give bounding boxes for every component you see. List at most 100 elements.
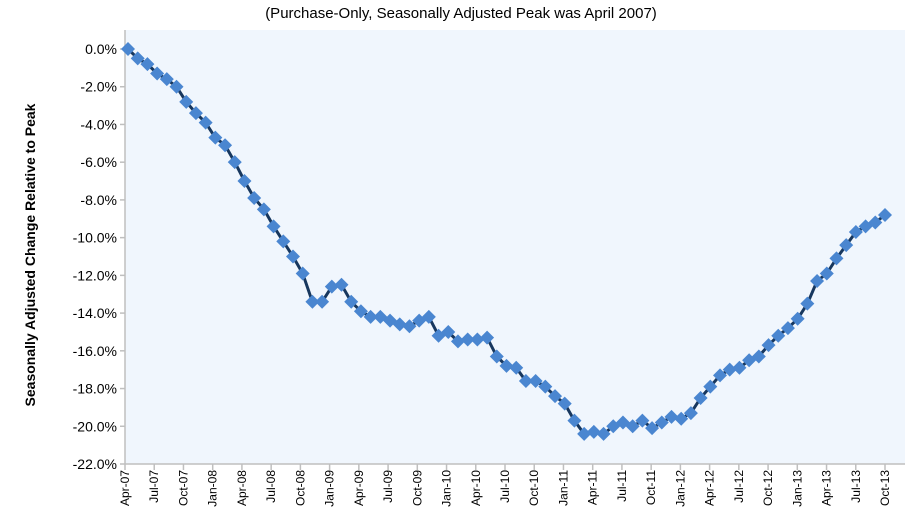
data-point bbox=[625, 419, 640, 434]
data-point bbox=[548, 389, 563, 404]
x-tick-label: Jan-13 bbox=[790, 470, 804, 507]
y-tick-label: -20.0% bbox=[73, 418, 117, 434]
data-point bbox=[674, 411, 689, 426]
data-point bbox=[208, 130, 223, 145]
x-tick-label: Oct-08 bbox=[293, 470, 307, 506]
y-tick-label: -6.0% bbox=[80, 154, 117, 170]
y-tick-label: -18.0% bbox=[73, 381, 117, 397]
data-point bbox=[878, 208, 892, 222]
y-tick-label: -4.0% bbox=[80, 116, 117, 132]
data-point bbox=[596, 426, 611, 441]
x-tick-label: Oct-12 bbox=[761, 470, 775, 506]
data-point bbox=[460, 332, 475, 347]
data-point bbox=[285, 249, 300, 264]
data-point bbox=[334, 277, 349, 292]
x-tick-label: Apr-11 bbox=[586, 470, 600, 505]
x-tick-label: Oct-11 bbox=[644, 470, 658, 505]
x-tick-label: Jan-12 bbox=[673, 470, 687, 507]
data-point bbox=[353, 304, 368, 319]
data-point bbox=[567, 413, 582, 428]
data-point bbox=[305, 294, 320, 309]
data-point bbox=[800, 296, 815, 311]
data-point bbox=[480, 330, 495, 345]
data-point bbox=[810, 274, 825, 289]
x-tick-label: Apr-09 bbox=[352, 470, 366, 506]
data-point bbox=[868, 215, 883, 230]
data-point bbox=[315, 294, 330, 309]
data-point bbox=[150, 66, 165, 81]
data-point bbox=[218, 138, 233, 153]
data-point bbox=[577, 426, 592, 441]
data-point bbox=[324, 279, 339, 294]
data-point bbox=[790, 311, 805, 326]
data-point bbox=[819, 266, 834, 281]
x-tick-label: Jul-07 bbox=[147, 470, 161, 503]
data-point bbox=[771, 328, 786, 343]
data-point bbox=[130, 51, 145, 66]
y-tick-label: -8.0% bbox=[80, 192, 117, 208]
data-point bbox=[227, 155, 242, 170]
data-point bbox=[848, 224, 863, 239]
plot-area bbox=[125, 30, 905, 464]
data-point bbox=[121, 42, 135, 56]
data-point bbox=[441, 324, 456, 339]
data-point bbox=[450, 334, 465, 349]
data-point bbox=[509, 360, 524, 375]
y-tick-label: -10.0% bbox=[73, 230, 117, 246]
data-point bbox=[645, 421, 660, 436]
y-tick-label: -14.0% bbox=[73, 305, 117, 321]
x-tick-label: Jul-10 bbox=[498, 470, 512, 503]
x-tick-label: Jul-12 bbox=[732, 470, 746, 503]
x-tick-label: Oct-07 bbox=[176, 470, 190, 506]
data-point bbox=[295, 266, 310, 281]
data-point bbox=[732, 360, 747, 375]
data-point bbox=[256, 202, 271, 217]
x-tick-label: Oct-09 bbox=[410, 470, 424, 506]
x-tick-label: Apr-10 bbox=[469, 470, 483, 506]
data-point bbox=[499, 358, 514, 373]
x-tick-label: Apr-12 bbox=[703, 470, 717, 506]
data-point bbox=[664, 409, 679, 424]
data-point bbox=[761, 338, 776, 353]
data-point bbox=[538, 379, 553, 394]
data-point bbox=[703, 379, 718, 394]
x-tick-label: Apr-08 bbox=[235, 470, 249, 506]
data-point bbox=[528, 374, 543, 388]
data-point bbox=[518, 374, 533, 388]
y-tick-label: -12.0% bbox=[73, 267, 117, 283]
y-tick-label: 0.0% bbox=[85, 41, 117, 57]
data-point bbox=[344, 294, 359, 309]
x-tick-label: Apr-13 bbox=[820, 470, 834, 506]
x-tick-label: Jan-10 bbox=[440, 470, 454, 507]
data-point bbox=[198, 115, 213, 130]
data-point bbox=[586, 424, 601, 439]
data-point bbox=[489, 349, 504, 364]
y-tick-label: -16.0% bbox=[73, 343, 117, 359]
x-tick-label: Jul-08 bbox=[264, 470, 278, 503]
data-point bbox=[363, 309, 378, 324]
y-tick-label: -2.0% bbox=[80, 79, 117, 95]
data-point bbox=[402, 319, 417, 334]
data-point bbox=[751, 349, 766, 364]
data-point bbox=[654, 415, 669, 430]
data-point bbox=[276, 234, 291, 249]
data-point bbox=[237, 174, 252, 189]
x-tick-label: Oct-10 bbox=[527, 470, 541, 506]
data-point bbox=[247, 191, 262, 206]
data-point bbox=[780, 321, 795, 336]
x-tick-label: Jul-13 bbox=[849, 470, 863, 503]
data-point bbox=[392, 317, 407, 332]
chart-title: (Purchase-Only, Seasonally Adjusted Peak… bbox=[265, 5, 657, 22]
data-point bbox=[169, 79, 184, 94]
data-point bbox=[188, 106, 203, 121]
data-point bbox=[635, 413, 650, 428]
data-point bbox=[470, 332, 485, 347]
y-tick-label: -22.0% bbox=[73, 456, 117, 472]
data-point bbox=[683, 406, 698, 421]
x-tick-label: Jul-09 bbox=[381, 470, 395, 503]
x-tick-label: Apr-07 bbox=[118, 470, 132, 506]
x-tick-label: Oct-13 bbox=[878, 470, 892, 506]
x-tick-label: Jan-11 bbox=[556, 470, 570, 506]
data-point bbox=[693, 390, 708, 405]
